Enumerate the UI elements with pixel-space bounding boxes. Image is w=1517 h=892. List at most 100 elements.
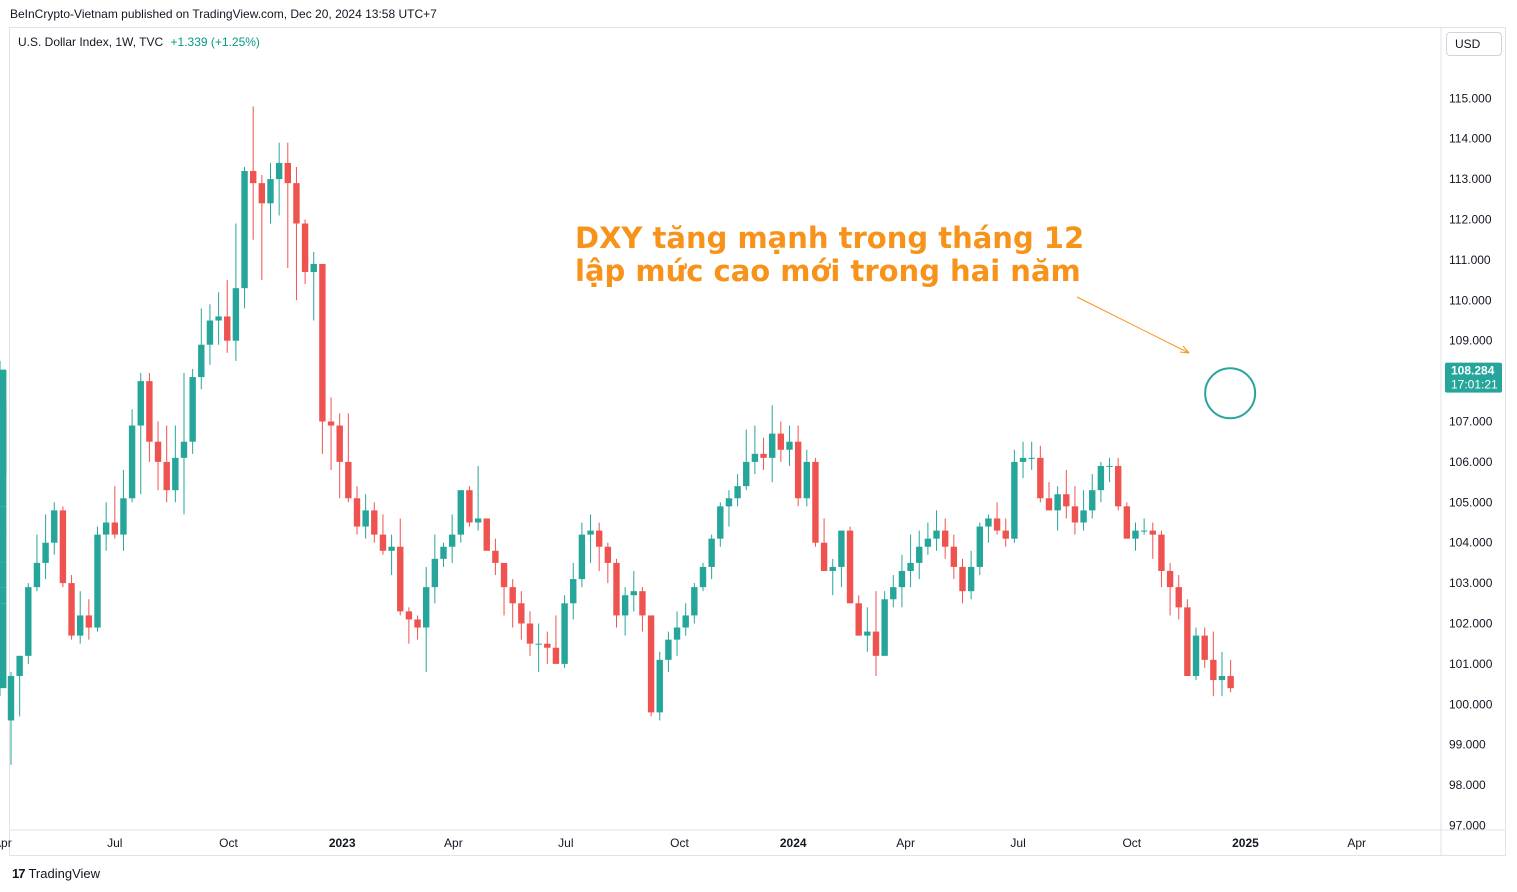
candle [1201,627,1208,668]
candle-body [872,631,880,656]
currency-button[interactable]: USD [1446,32,1502,56]
candle-body [224,316,231,341]
candle [959,558,966,604]
y-tick-label: 99.000 [1449,738,1486,752]
candle-body [85,615,93,628]
candle-body [578,534,586,580]
candle-body [613,562,620,616]
candle-body [1045,498,1053,511]
candle [180,373,188,515]
candle [665,631,672,672]
candle-body [751,453,759,462]
candle-body [993,518,1001,531]
candle [1158,530,1165,588]
candle [1037,445,1044,503]
annotation-line-1: DXY tăng mạnh trong tháng 12 [575,221,1085,255]
candle-body [241,171,248,289]
candle-body [509,587,516,604]
candle-body [907,562,914,571]
candle [1175,575,1182,620]
y-tick-label: 107.000 [1449,415,1493,429]
candle [743,429,750,491]
candle-body [33,562,41,588]
last-price-badge [1445,362,1502,393]
candle-body [492,550,499,563]
candle-body [327,421,335,426]
candle [708,534,715,580]
candle [587,514,594,563]
candle [1218,651,1226,697]
candle-body [388,546,395,551]
symbol-legend[interactable]: U.S. Dollar Index, 1W, TVC +1.339 (+1.25… [18,35,260,49]
candle [284,142,291,268]
candle-body [518,603,525,624]
candle [414,615,421,640]
candle [1071,486,1079,535]
highlight-circle [1204,367,1257,420]
candle-body [630,591,637,596]
candle-body [1037,457,1044,499]
candle [1210,631,1217,697]
candle-body [310,263,317,273]
candle-body [708,538,715,567]
candle-body [916,546,923,563]
candle [552,615,560,664]
candle [25,583,32,664]
candle [725,490,733,527]
candle-body [258,183,266,204]
candle-body [1149,530,1156,535]
candle [448,514,456,563]
time-axis: Apr Jul Oct 2023 Apr Jul Oct 2024 Apr Jul Oct 2025 A… [0,829,1506,850]
y-tick-label: 101.000 [1449,657,1493,671]
y-tick-label: 100.000 [1449,697,1493,711]
candle-body [293,183,300,224]
candle [595,522,603,571]
candle [232,223,240,361]
candle-body [561,603,568,664]
candle [768,405,776,483]
y-tick-label: 103.000 [1449,576,1493,590]
y-tick-label: 109.000 [1449,334,1493,348]
candle [189,368,196,454]
y-tick-label: 106.000 [1449,455,1493,469]
candle [1011,449,1018,543]
tradingview-logo-icon: 17 [12,866,26,881]
candle [293,166,300,301]
candle [1123,502,1131,539]
candle [466,486,473,527]
annotation-text[interactable]: DXY tăng mạnh trong tháng 12 lập mức cao… [575,222,1084,288]
candle [1166,562,1174,616]
candle-body [1002,530,1009,539]
candle-body [526,623,534,644]
tradingview-logo[interactable]: 17 TradingView [12,866,100,881]
price-axis: 97.000 98.000 99.000 100.000 101.000 102.000 1… [1440,28,1493,856]
candle [0,518,7,567]
candle-body [500,562,508,588]
tradingview-brand: TradingView [28,866,101,881]
candle [656,651,663,721]
candle-body [0,530,7,563]
candle [535,623,542,672]
candle-body [1192,635,1200,677]
candle [682,603,689,636]
candle-body [673,627,681,640]
candle-body [371,510,378,535]
y-tick-label: 111.000 [1449,253,1491,267]
x-tick-label: 2023 [329,836,356,850]
candle [820,518,828,571]
candle-body [881,599,888,656]
candle [215,292,222,345]
candle [94,526,101,632]
candle-body [1114,465,1122,507]
candle-body [120,498,127,535]
candle [967,550,975,600]
candle [691,583,698,624]
candle [699,562,707,592]
candle [1002,518,1009,547]
candle [1132,522,1139,551]
candle-body [1210,659,1217,681]
candle [1054,486,1061,531]
candle [120,469,127,551]
